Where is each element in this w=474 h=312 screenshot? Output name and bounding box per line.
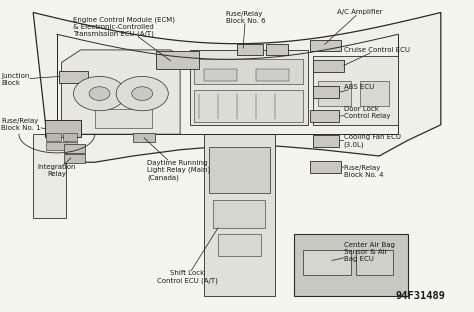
Text: Junction
Block: Junction Block <box>1 73 59 86</box>
Bar <box>313 56 398 125</box>
Bar <box>46 142 77 150</box>
Bar <box>194 90 303 122</box>
Text: Fuse/Relay
Block No. 1: Fuse/Relay Block No. 1 <box>1 118 45 131</box>
Bar <box>310 40 341 51</box>
Bar <box>194 59 303 84</box>
Text: Integration
Relay: Integration Relay <box>37 158 76 178</box>
Bar <box>190 50 308 125</box>
Bar <box>204 69 237 81</box>
Bar <box>318 81 351 106</box>
Text: Cruise Control ECU: Cruise Control ECU <box>344 47 410 66</box>
Bar <box>310 161 341 173</box>
Bar <box>360 81 389 106</box>
Text: Center Air Bag
Sensor & Air
Bag ECU: Center Air Bag Sensor & Air Bag ECU <box>332 242 394 262</box>
Circle shape <box>132 87 153 100</box>
Bar <box>156 51 199 69</box>
Text: Daytime Running
Light Relay (Main)
(Canada): Daytime Running Light Relay (Main) (Cana… <box>144 138 210 181</box>
Bar <box>303 250 351 275</box>
Bar <box>237 44 263 55</box>
Circle shape <box>89 87 110 100</box>
Bar <box>45 120 81 137</box>
Bar <box>310 110 339 122</box>
Bar <box>63 133 77 141</box>
Bar <box>95 109 152 128</box>
Bar <box>209 147 270 193</box>
Text: A/C Amplifier: A/C Amplifier <box>325 9 382 44</box>
Bar <box>64 144 85 153</box>
Bar <box>313 86 339 98</box>
Bar <box>313 60 344 72</box>
Polygon shape <box>62 50 180 134</box>
Polygon shape <box>204 134 275 296</box>
Bar <box>356 250 393 275</box>
Text: Engine Control Module (ECM)
& Electronic-Controlled
Transmission ECU (A/T): Engine Control Module (ECM) & Electronic… <box>73 16 175 61</box>
Bar <box>294 234 408 296</box>
Bar <box>64 154 85 163</box>
Polygon shape <box>33 134 66 218</box>
Circle shape <box>73 76 126 111</box>
Text: ABS ECU: ABS ECU <box>340 84 374 92</box>
Text: Fuse/Relay
Block No. 6: Fuse/Relay Block No. 6 <box>226 11 265 48</box>
Text: Door Lock
Control Relay: Door Lock Control Relay <box>340 106 390 119</box>
Bar <box>313 135 339 147</box>
Text: Fuse/Relay
Block No. 4: Fuse/Relay Block No. 4 <box>341 165 383 178</box>
Bar <box>59 71 88 83</box>
Bar <box>133 133 155 142</box>
Text: 94F31489: 94F31489 <box>396 291 446 301</box>
Circle shape <box>116 76 168 111</box>
Bar <box>213 200 265 228</box>
Bar <box>218 234 261 256</box>
Bar <box>46 133 61 141</box>
Bar <box>256 69 289 81</box>
Polygon shape <box>33 12 441 162</box>
Bar <box>266 44 288 55</box>
Text: Shift Lock
Control ECU (A/T): Shift Lock Control ECU (A/T) <box>157 228 218 284</box>
Text: Cooling Fan ECU
(3.0L): Cooling Fan ECU (3.0L) <box>340 134 401 148</box>
